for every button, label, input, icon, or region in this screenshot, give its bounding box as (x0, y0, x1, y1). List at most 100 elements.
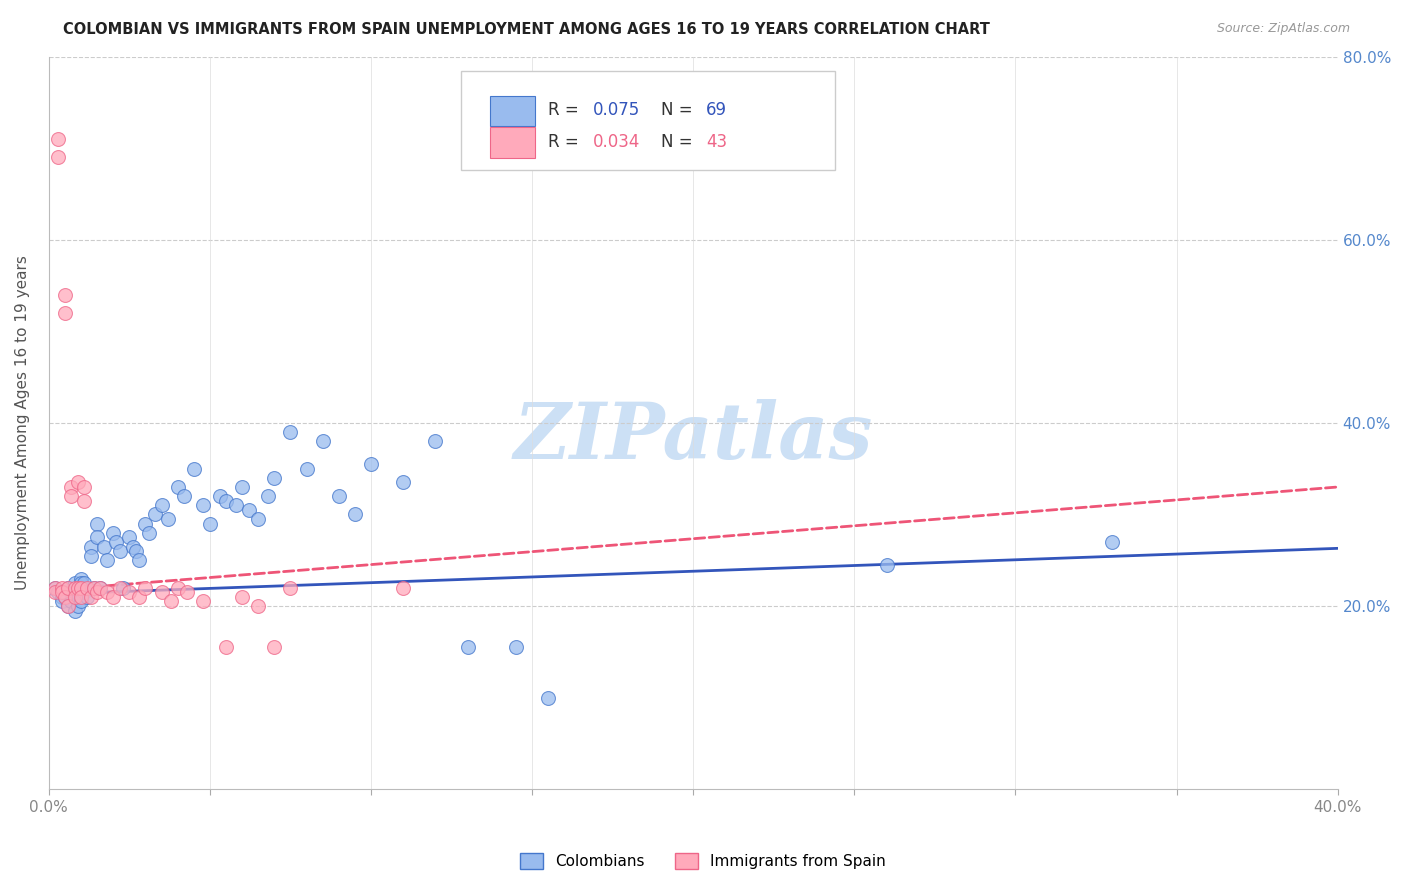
Point (263, 640, 285, 655)
Point (53, 287, 76, 301)
Point (66, 581, 89, 595)
Point (208, 489, 231, 503)
Text: 0.034: 0.034 (593, 133, 640, 151)
Point (60, 594, 83, 608)
Point (128, 590, 150, 604)
Point (60, 585, 83, 599)
Point (66, 599, 89, 613)
Point (70, 572, 93, 586)
Point (231, 590, 253, 604)
Point (105, 535, 128, 549)
Point (66, 475, 89, 490)
Point (89, 581, 111, 595)
Point (225, 498, 247, 512)
Point (111, 581, 134, 595)
Point (60, 489, 83, 503)
Point (193, 594, 215, 608)
Point (103, 525, 125, 540)
Text: 43: 43 (706, 133, 727, 151)
Point (86, 516, 108, 531)
Text: Source: ZipAtlas.com: Source: ZipAtlas.com (1216, 22, 1350, 36)
Point (83, 581, 105, 595)
Point (70, 585, 93, 599)
Point (156, 512, 179, 526)
Text: R =: R = (547, 101, 583, 120)
Point (166, 480, 188, 494)
Point (457, 640, 479, 655)
Point (263, 471, 285, 485)
Point (83, 581, 105, 595)
Point (70, 590, 93, 604)
Point (198, 516, 221, 531)
Point (48, 132, 70, 146)
Point (60, 480, 83, 494)
Point (150, 585, 173, 599)
Point (56, 599, 79, 613)
Point (166, 581, 188, 595)
Point (257, 489, 280, 503)
Point (876, 558, 898, 572)
Point (63, 590, 86, 604)
Point (121, 540, 143, 554)
Text: R =: R = (547, 133, 583, 151)
Point (134, 516, 156, 531)
Point (173, 489, 195, 503)
Point (79, 540, 101, 554)
Point (280, 425, 302, 439)
Point (160, 594, 183, 608)
Point (238, 503, 260, 517)
FancyBboxPatch shape (489, 95, 534, 127)
Point (537, 690, 560, 705)
Point (56, 581, 79, 595)
Point (53, 590, 76, 604)
Point (93, 540, 115, 554)
Point (56, 599, 79, 613)
Point (63, 604, 86, 618)
Point (79, 590, 101, 604)
Point (311, 434, 333, 449)
Point (231, 480, 253, 494)
Point (1101, 535, 1123, 549)
Point (247, 599, 270, 613)
Point (425, 434, 447, 449)
Point (73, 585, 96, 599)
Point (280, 581, 302, 595)
Point (103, 590, 125, 604)
Point (125, 544, 148, 558)
Point (86, 530, 108, 544)
Point (51, 585, 73, 599)
Point (44, 585, 66, 599)
Point (343, 508, 366, 522)
FancyBboxPatch shape (489, 127, 534, 158)
Text: N =: N = (661, 133, 697, 151)
Point (108, 544, 131, 558)
Y-axis label: Unemployment Among Ages 16 to 19 years: Unemployment Among Ages 16 to 19 years (15, 255, 30, 591)
Point (118, 585, 141, 599)
Point (392, 475, 415, 490)
Point (44, 581, 66, 595)
Text: ZIPatlas: ZIPatlas (513, 400, 873, 475)
Point (215, 493, 238, 508)
Point (360, 457, 382, 471)
Point (56, 581, 79, 595)
Point (176, 585, 198, 599)
Point (89, 581, 111, 595)
Point (108, 581, 131, 595)
Point (51, 590, 73, 604)
Point (70, 581, 93, 595)
Point (392, 581, 415, 595)
Point (118, 530, 141, 544)
Point (73, 576, 96, 591)
Point (150, 498, 173, 512)
Point (51, 581, 73, 595)
Point (44, 581, 66, 595)
Text: COLOMBIAN VS IMMIGRANTS FROM SPAIN UNEMPLOYMENT AMONG AGES 16 TO 19 YEARS CORREL: COLOMBIAN VS IMMIGRANTS FROM SPAIN UNEMP… (63, 22, 990, 37)
Point (76, 590, 98, 604)
Point (63, 576, 86, 591)
Text: 69: 69 (706, 101, 727, 120)
Point (53, 585, 76, 599)
Point (138, 525, 160, 540)
Text: N =: N = (661, 101, 697, 120)
Point (73, 480, 96, 494)
Point (79, 549, 101, 563)
